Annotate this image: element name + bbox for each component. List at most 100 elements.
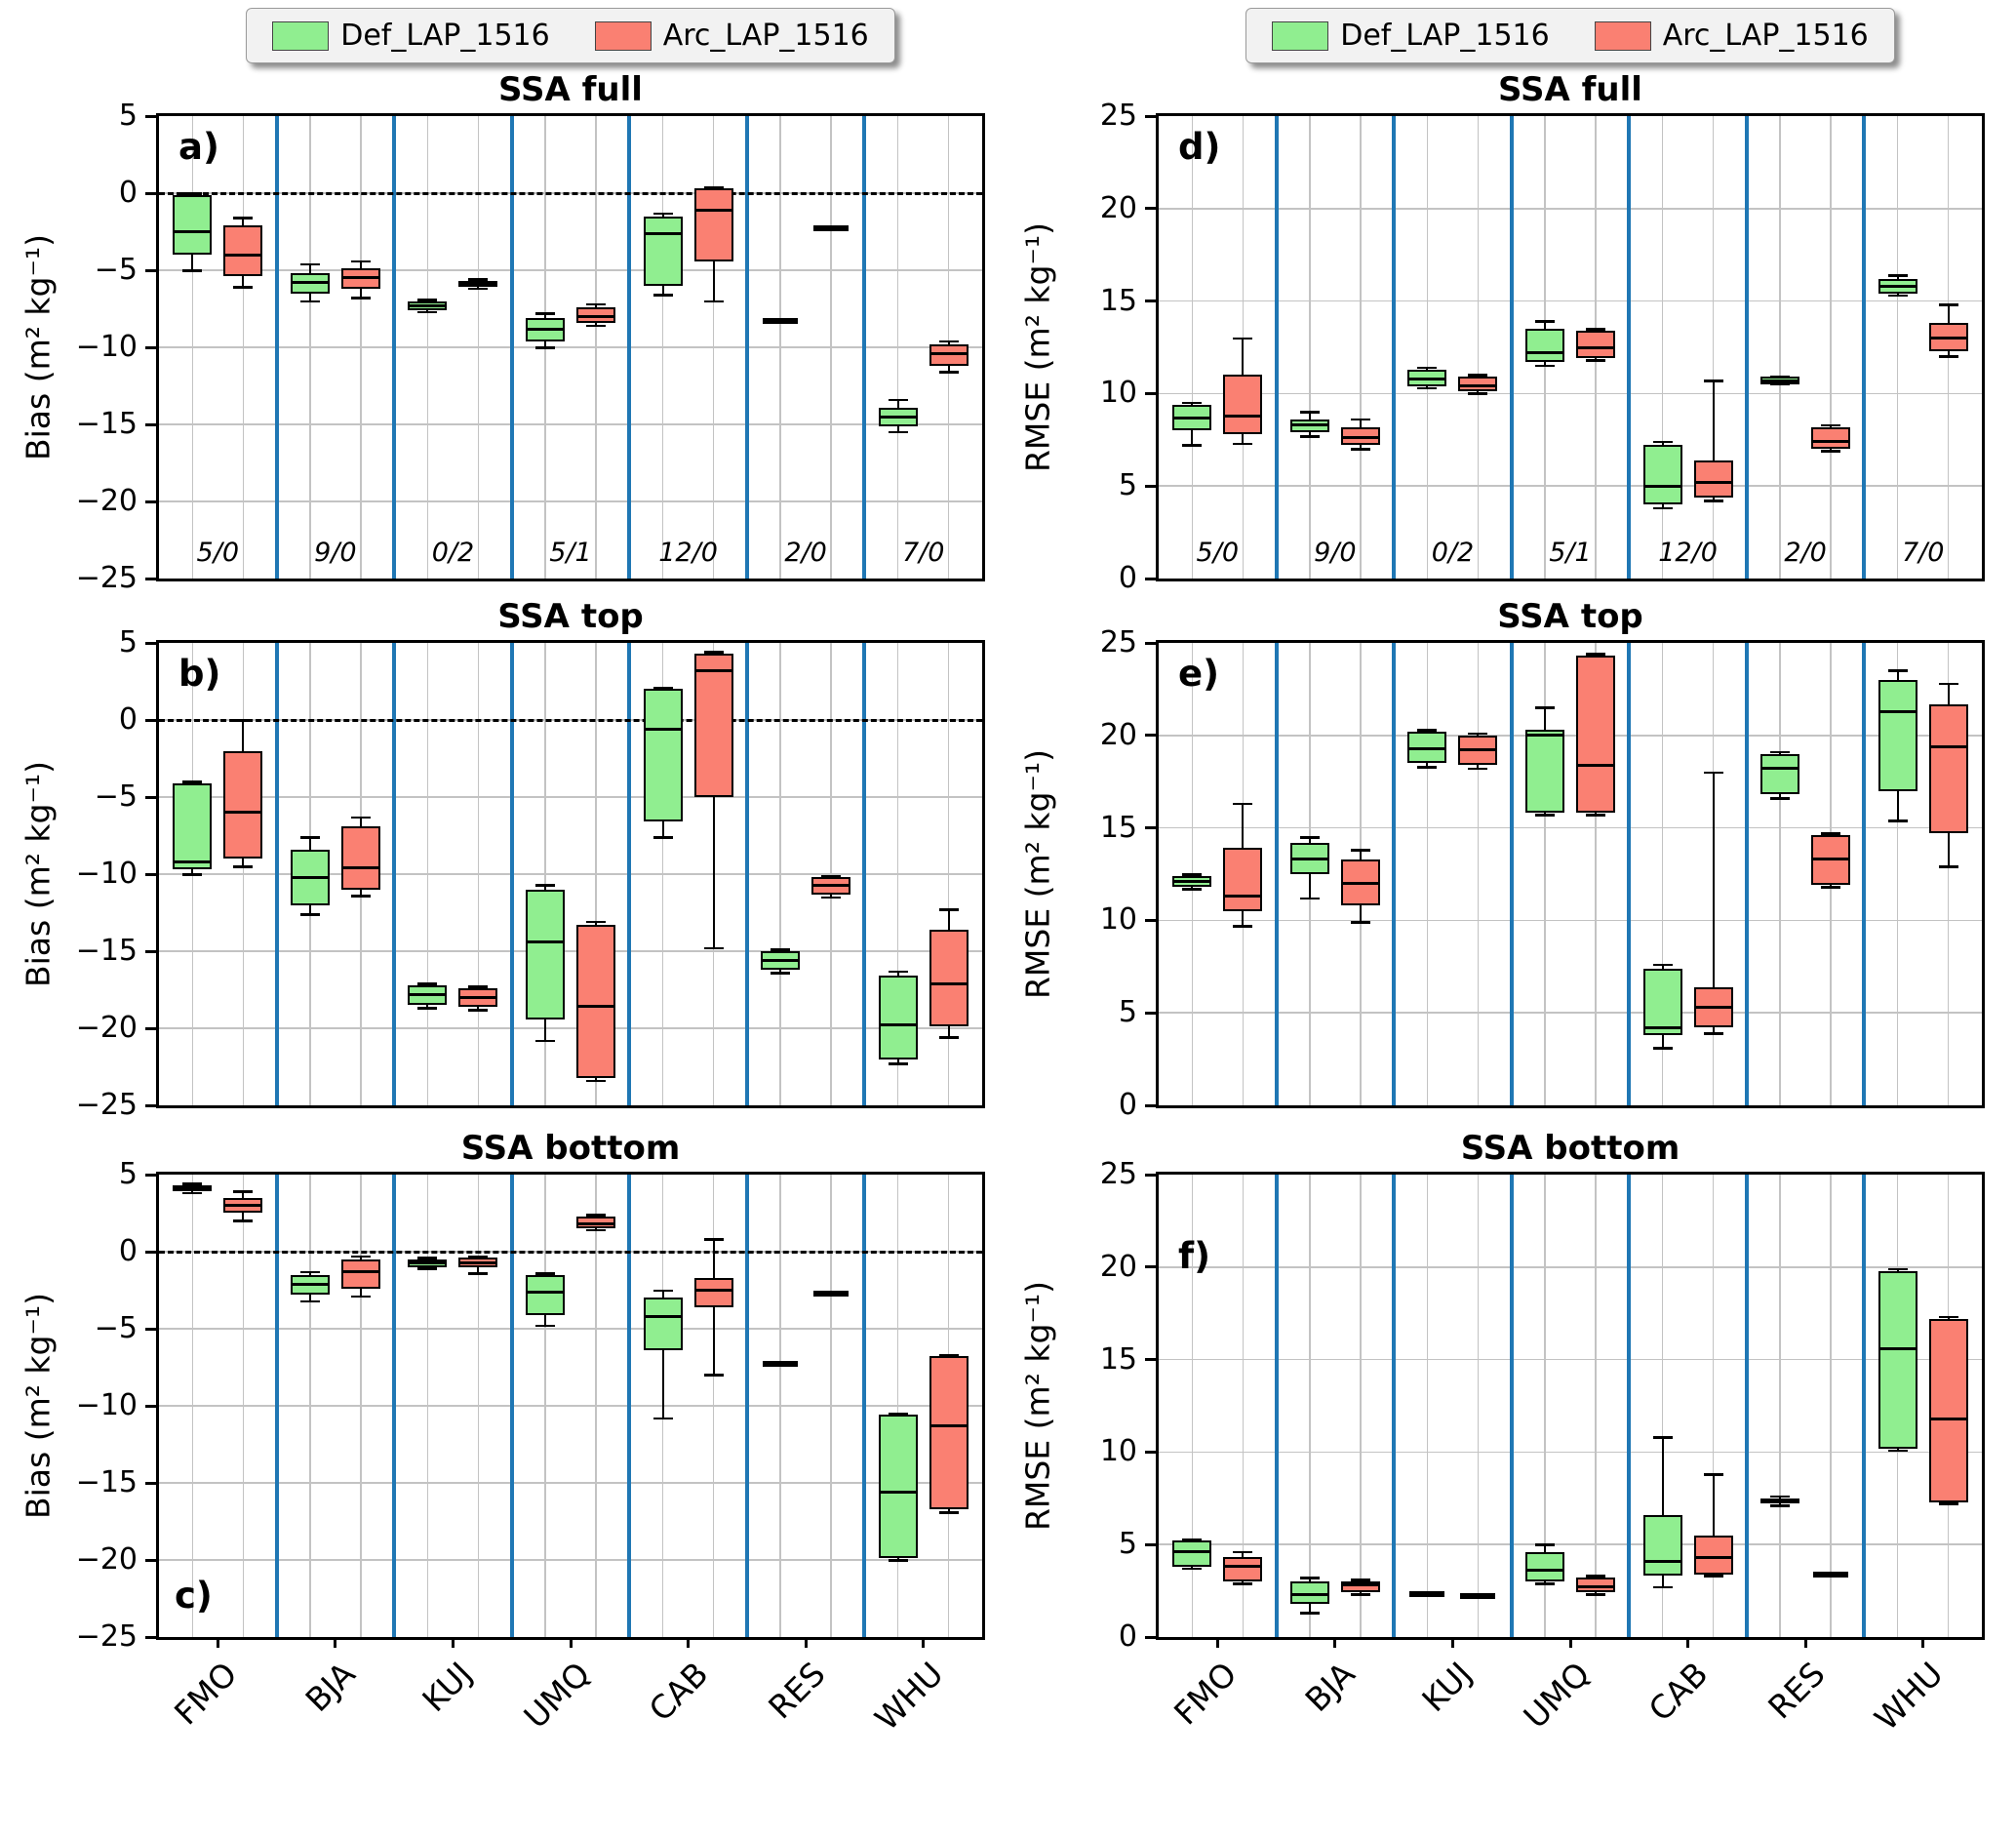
box-arc-WHU-cap-bottom: [938, 371, 959, 374]
category-separator: [1627, 643, 1632, 1105]
x-tick-label-UMQ: UMQ: [1516, 1655, 1598, 1737]
box-arc-CAB-cap-top: [1703, 1473, 1723, 1476]
box-arc-RES-cap-bottom: [1821, 450, 1841, 453]
box-arc-UMQ-cap-top: [1586, 328, 1605, 331]
box-arc-WHU-cap-bottom: [1938, 355, 1958, 358]
v-gridline: [544, 643, 546, 1105]
box-def-WHU-cap-bottom: [1887, 819, 1908, 822]
box-def-UMQ: [1525, 1551, 1564, 1582]
box-def-UMQ-cap-top: [1535, 1543, 1555, 1546]
v-gridline: [1896, 116, 1899, 579]
box-def-UMQ-cap-bottom: [535, 346, 555, 349]
y-tick-mark: [145, 1558, 156, 1562]
count-label-BJA: 9/0: [1314, 538, 1357, 568]
v-gridline: [896, 116, 899, 579]
y-tick-label: −25: [75, 1088, 138, 1122]
box-arc-RES-flat: [1813, 1571, 1849, 1578]
x-tick-mark: [1568, 1637, 1572, 1648]
box-def-WHU-cap-top: [888, 1412, 908, 1416]
h-gridline: [1159, 1543, 1982, 1545]
y-tick-mark: [145, 1250, 156, 1254]
category-separator: [1862, 116, 1867, 579]
box-def-WHU-cap-top: [1887, 1267, 1908, 1271]
box-def-UMQ-cap-top: [535, 312, 555, 315]
box-arc-FMO: [223, 225, 263, 277]
v-gridline: [1661, 643, 1664, 1105]
y-tick-mark: [145, 872, 156, 876]
box-arc-UMQ-cap-bottom: [1586, 814, 1605, 817]
box-def-WHU-cap-bottom: [888, 1559, 908, 1562]
legend-label-arc: Arc_LAP_1516: [662, 19, 869, 53]
box-def-KUJ-median: [408, 1260, 448, 1264]
box-arc-FMO: [1223, 1557, 1263, 1582]
box-arc-WHU: [929, 929, 968, 1027]
v-gridline: [191, 1175, 194, 1637]
count-label-FMO: 5/0: [196, 538, 239, 568]
y-tick-mark: [145, 268, 156, 272]
box-arc-WHU-cap-bottom: [1938, 1502, 1958, 1505]
v-gridline: [477, 116, 480, 579]
y-tick-label: 25: [1099, 99, 1137, 133]
box-def-RES-median: [1760, 1498, 1800, 1502]
count-label-FMO: 5/0: [1196, 538, 1239, 568]
box-def-WHU-cap-bottom: [888, 1062, 908, 1065]
box-arc-FMO-cap-bottom: [233, 865, 254, 868]
box-def-KUJ-cap-top: [417, 982, 438, 985]
h-gridline: [1159, 1358, 1982, 1361]
box-arc-CAB-cap-bottom: [1703, 499, 1723, 502]
box-arc-WHU-cap-bottom: [1938, 865, 1958, 868]
box-arc-KUJ-median: [458, 282, 498, 286]
box-arc-RES-median: [1811, 858, 1851, 861]
v-gridline: [1477, 116, 1480, 579]
box-def-CAB: [1642, 1514, 1682, 1577]
y-tick-label: 5: [118, 625, 138, 659]
category-separator: [1274, 1175, 1279, 1637]
category-separator: [1509, 116, 1514, 579]
box-def-FMO-cap-top: [1182, 873, 1203, 876]
v-gridline: [242, 1175, 245, 1637]
v-gridline: [1360, 116, 1362, 579]
box-arc-FMO-cap-top: [1233, 1550, 1253, 1554]
box-def-FMO-cap-bottom: [1182, 1567, 1203, 1571]
legend-right: Def_LAP_1516 Arc_LAP_1516: [1156, 8, 1985, 63]
x-tick-label-CAB: CAB: [1640, 1655, 1716, 1729]
v-gridline: [1191, 1175, 1194, 1637]
box-def-CAB-cap-top: [1652, 1436, 1673, 1439]
y-tick-label: 20: [1099, 190, 1137, 225]
box-arc-BJA-median: [1340, 436, 1380, 440]
box-def-CAB-whisker: [661, 1290, 664, 1418]
category-separator: [1744, 116, 1749, 579]
count-label-BJA: 9/0: [314, 538, 357, 568]
v-gridline: [661, 643, 664, 1105]
box-def-CAB-whisker: [1661, 1437, 1664, 1587]
box-def-KUJ-cap-top: [1417, 729, 1438, 732]
box-arc-WHU-median: [929, 1424, 968, 1428]
box-def-WHU-cap-top: [1887, 274, 1908, 277]
y-tick-mark: [145, 1327, 156, 1331]
y-tick-label: −20: [75, 1542, 138, 1577]
boxplot-panel-a: 5 0 −5 −10 −15 −20 −25 5/0 9/0 0/2 5/1 12/0 2/0 7/0 a)…: [20, 99, 985, 595]
category-separator: [509, 1175, 514, 1637]
box-arc-CAB: [1693, 1535, 1733, 1575]
v-gridline: [1779, 643, 1781, 1105]
h-gridline: [1159, 826, 1982, 829]
category-separator: [627, 116, 632, 579]
y-tick-mark: [145, 1404, 156, 1408]
box-arc-UMQ-cap-bottom: [586, 324, 606, 328]
box-def-BJA: [1289, 1581, 1329, 1604]
v-gridline: [1896, 643, 1899, 1105]
v-gridline: [1595, 643, 1597, 1105]
box-def-WHU-median: [1878, 284, 1917, 288]
box-arc-FMO-cap-bottom: [1233, 1582, 1253, 1585]
y-axis-label: Bias (m² kg⁻¹): [19, 1292, 58, 1520]
boxplot-panel-c: 5 0 −5 −10 −15 −20 −25 FMO BJA KUJ UMQ CAB RES WHU c) B…: [20, 1157, 985, 1738]
box-arc-CAB-cap-top: [703, 1238, 724, 1241]
panel-block-c: SSA bottom 5 0 −5 −10 −15 −20 −25 FMO BJA KUJ UMQ C…: [20, 1127, 985, 1738]
y-tick-mark: [1145, 734, 1156, 738]
legend-swatch-arc-icon: [1594, 20, 1651, 51]
box-def-FMO-cap-bottom: [1182, 444, 1203, 447]
y-tick-mark: [1145, 1103, 1156, 1107]
y-axis-label: RMSE (m² kg⁻¹): [1018, 1280, 1057, 1532]
v-gridline: [830, 643, 832, 1105]
boxplot-panel-d: 25 20 15 10 5 0 5/0 9/0 0/2 5/1 12/0 2/0 7/0 d) RMSE (…: [1019, 99, 1985, 595]
